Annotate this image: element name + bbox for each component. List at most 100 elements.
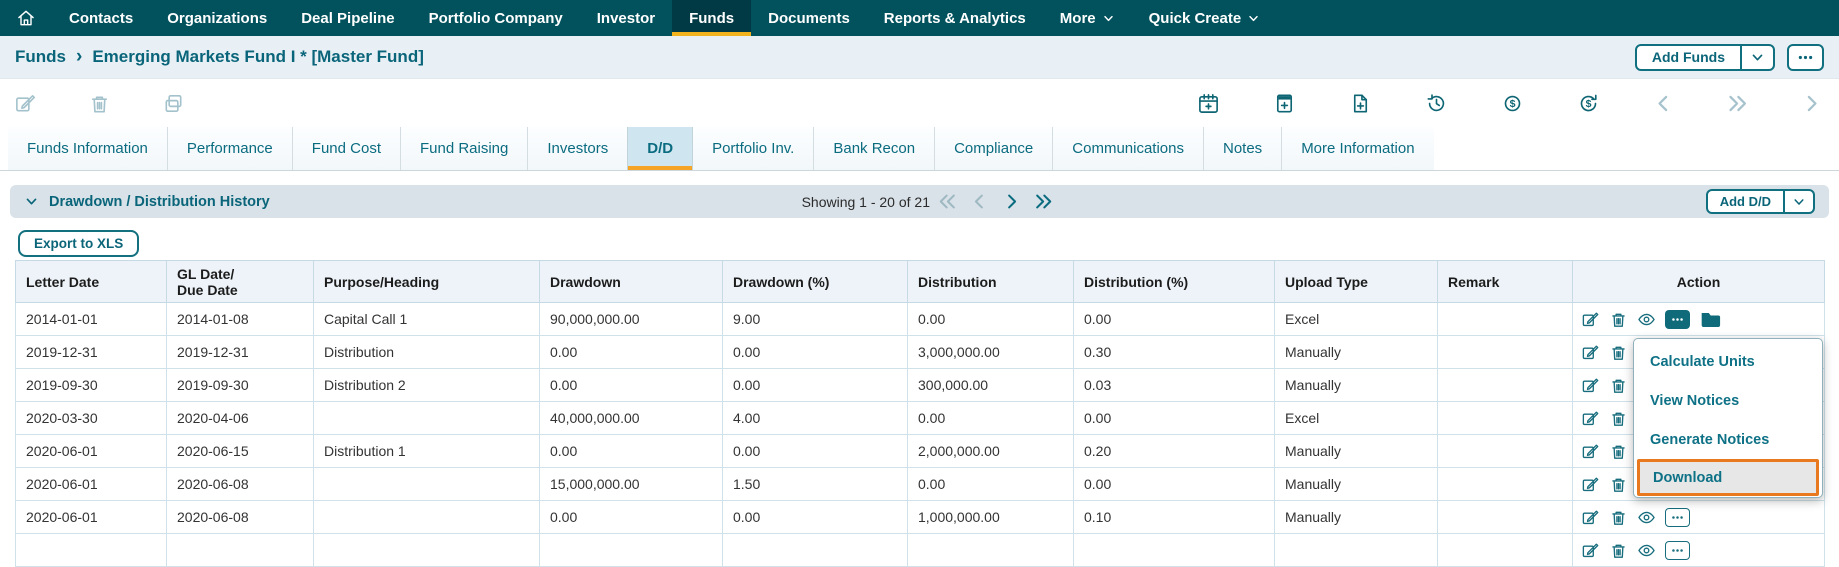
nav-item-more[interactable]: More xyxy=(1043,0,1132,36)
tab-performance[interactable]: Performance xyxy=(167,127,292,170)
nav-item-investor[interactable]: Investor xyxy=(580,0,672,36)
currency-refresh-icon[interactable] xyxy=(1501,92,1524,115)
ellipsis-icon xyxy=(1796,48,1815,67)
cell-gl-date: 2014-01-08 xyxy=(167,303,314,336)
duplicate-icon[interactable] xyxy=(162,92,185,115)
edit-row-button[interactable] xyxy=(1581,310,1600,329)
chevron-down-icon xyxy=(1750,50,1765,65)
note-add-icon[interactable] xyxy=(1273,92,1296,115)
delete-row-button[interactable] xyxy=(1609,376,1628,395)
file-add-icon[interactable] xyxy=(1349,92,1372,115)
add-dd-button[interactable]: Add D/D xyxy=(1708,191,1783,212)
pagination-status: Showing 1 - 20 of 21 xyxy=(762,194,930,210)
edit-row-button[interactable] xyxy=(1581,475,1600,494)
edit-row-button[interactable] xyxy=(1581,376,1600,395)
cell-distribution: 300,000.00 xyxy=(908,369,1074,402)
view-row-button[interactable] xyxy=(1637,541,1656,560)
tab-notes[interactable]: Notes xyxy=(1203,127,1281,170)
add-dd-dropdown-button[interactable] xyxy=(1783,191,1813,212)
delete-row-button[interactable] xyxy=(1609,475,1628,494)
tab-funds-information[interactable]: Funds Information xyxy=(8,127,167,170)
more-options-button[interactable] xyxy=(1665,541,1690,560)
row-action-icons xyxy=(1581,541,1814,560)
nav-item-deal-pipeline[interactable]: Deal Pipeline xyxy=(284,0,411,36)
cell-distribution: 2,000,000.00 xyxy=(908,435,1074,468)
add-funds-button[interactable]: Add Funds xyxy=(1637,46,1740,69)
export-xls-button[interactable]: Export to XLS xyxy=(18,230,139,257)
edit-row-button[interactable] xyxy=(1581,409,1600,428)
tab-bank-recon[interactable]: Bank Recon xyxy=(813,127,934,170)
add-funds-dropdown-button[interactable] xyxy=(1740,46,1773,69)
next-page-icon[interactable] xyxy=(1002,192,1021,211)
breadcrumb-root[interactable]: Funds xyxy=(15,47,66,67)
nav-item-label: Portfolio Company xyxy=(429,10,563,27)
delete-icon[interactable] xyxy=(88,92,111,115)
double-chevron-right-icon[interactable] xyxy=(1727,93,1748,114)
table-row: 2020-06-012020-06-15Distribution 10.000.… xyxy=(16,435,1825,468)
currency-cycle-icon[interactable] xyxy=(1577,92,1600,115)
folder-button[interactable] xyxy=(1699,308,1722,331)
more-icon xyxy=(1670,510,1685,525)
delete-row-button[interactable] xyxy=(1609,409,1628,428)
delete-row-button[interactable] xyxy=(1609,310,1628,329)
cell-purpose: Distribution 2 xyxy=(314,369,540,402)
delete-row-button[interactable] xyxy=(1609,541,1628,560)
home-button[interactable] xyxy=(0,0,52,36)
tab-compliance[interactable]: Compliance xyxy=(934,127,1052,170)
toolbar-left-icons xyxy=(14,79,185,127)
chevron-right-icon[interactable] xyxy=(1801,93,1822,114)
edit-icon[interactable] xyxy=(14,92,37,115)
delete-row-button[interactable] xyxy=(1609,442,1628,461)
tab-more-information[interactable]: More Information xyxy=(1281,127,1433,170)
edit-row-button[interactable] xyxy=(1581,343,1600,362)
calendar-add-icon[interactable] xyxy=(1197,92,1220,115)
nav-item-quick-create[interactable]: Quick Create xyxy=(1132,0,1278,36)
view-row-button[interactable] xyxy=(1637,310,1656,329)
nav-item-documents[interactable]: Documents xyxy=(751,0,867,36)
cell-distribution-pct: 0.00 xyxy=(1074,303,1275,336)
delete-row-button[interactable] xyxy=(1609,508,1628,527)
more-actions-button[interactable] xyxy=(1787,44,1824,71)
cell-remark xyxy=(1438,501,1573,534)
cell-drawdown: 90,000,000.00 xyxy=(540,303,723,336)
cell-upload-type: Excel xyxy=(1275,402,1438,435)
more-options-button[interactable] xyxy=(1665,310,1690,329)
view-row-button[interactable] xyxy=(1637,508,1656,527)
first-page-icon[interactable] xyxy=(938,192,957,211)
chevron-left-icon[interactable] xyxy=(1653,93,1674,114)
tab-communications[interactable]: Communications xyxy=(1052,127,1203,170)
nav-item-organizations[interactable]: Organizations xyxy=(150,0,284,36)
tab-fund-raising[interactable]: Fund Raising xyxy=(400,127,527,170)
menu-item-generate-notices[interactable]: Generate Notices xyxy=(1634,420,1822,459)
tab-portfolio-inv[interactable]: Portfolio Inv. xyxy=(692,127,813,170)
cell-gl-date: 2020-06-15 xyxy=(167,435,314,468)
cell-distribution: 0.00 xyxy=(908,303,1074,336)
last-page-icon[interactable] xyxy=(1034,192,1053,211)
table-header-row: Letter DateGL Date/ Due DatePurpose/Head… xyxy=(16,261,1825,303)
chevron-down-icon xyxy=(24,194,39,209)
tab-d-d[interactable]: D/D xyxy=(627,127,692,170)
history-icon[interactable] xyxy=(1425,92,1448,115)
menu-item-view-notices[interactable]: View Notices xyxy=(1634,381,1822,420)
nav-item-reports-analytics[interactable]: Reports & Analytics xyxy=(867,0,1043,36)
cell-remark xyxy=(1438,303,1573,336)
cell-remark xyxy=(1438,369,1573,402)
section-collapse-toggle[interactable]: Drawdown / Distribution History xyxy=(24,194,270,210)
edit-row-button[interactable] xyxy=(1581,442,1600,461)
prev-page-icon[interactable] xyxy=(970,192,989,211)
edit-row-button[interactable] xyxy=(1581,508,1600,527)
nav-item-funds[interactable]: Funds xyxy=(672,0,751,36)
edit-row-button[interactable] xyxy=(1581,541,1600,560)
pagination-controls xyxy=(938,192,1053,211)
cell-distribution: 1,000,000.00 xyxy=(908,501,1074,534)
cell-action xyxy=(1573,534,1825,567)
menu-item-calculate-units[interactable]: Calculate Units xyxy=(1634,342,1822,381)
tab-investors[interactable]: Investors xyxy=(527,127,627,170)
nav-item-label: Documents xyxy=(768,10,850,27)
more-options-button[interactable] xyxy=(1665,508,1690,527)
tab-fund-cost[interactable]: Fund Cost xyxy=(292,127,400,170)
nav-item-contacts[interactable]: Contacts xyxy=(52,0,150,36)
menu-item-download[interactable]: Download xyxy=(1637,459,1819,496)
delete-row-button[interactable] xyxy=(1609,343,1628,362)
nav-item-portfolio-company[interactable]: Portfolio Company xyxy=(412,0,580,36)
